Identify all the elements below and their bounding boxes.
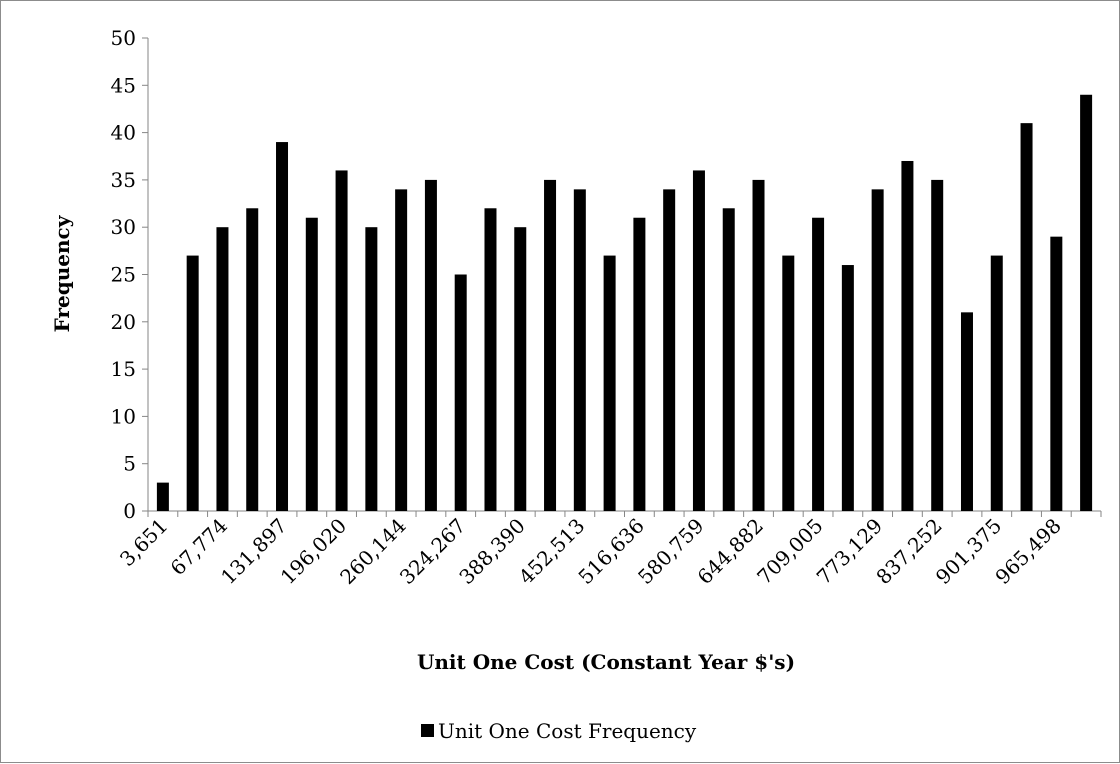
bar — [1080, 94, 1093, 511]
bar — [544, 179, 557, 511]
y-tick-label: 5 — [123, 452, 136, 476]
y-axis: 0 5 10 15 20 25 30 35 40 45 50 — [111, 26, 149, 523]
y-tick-label: 35 — [111, 168, 136, 192]
bar — [812, 217, 825, 512]
bar — [633, 217, 646, 512]
bar — [186, 255, 199, 511]
y-tick-label: 30 — [111, 215, 136, 239]
bar — [960, 312, 973, 511]
y-tick-label: 40 — [111, 121, 136, 145]
y-tick-label: 45 — [111, 73, 136, 97]
bar — [246, 208, 259, 511]
bar — [752, 179, 765, 511]
bar — [1020, 123, 1033, 511]
bar — [484, 208, 497, 511]
bar — [1050, 236, 1063, 511]
y-tick-label: 20 — [111, 310, 136, 334]
bar — [276, 142, 289, 511]
bar — [156, 482, 169, 511]
bar — [692, 170, 705, 511]
y-axis-title: Frequency — [50, 214, 74, 332]
y-tick-label: 0 — [123, 499, 136, 523]
y-tick-label: 50 — [111, 26, 136, 50]
bar — [514, 227, 527, 511]
bar — [395, 189, 408, 512]
bar — [931, 179, 944, 511]
bar — [305, 217, 318, 512]
bars — [156, 94, 1093, 512]
legend: Unit One Cost Frequency — [421, 719, 697, 743]
bar — [990, 255, 1003, 511]
legend-swatch — [421, 724, 434, 737]
bar — [663, 189, 676, 512]
y-tick-label: 25 — [111, 263, 136, 287]
bar — [454, 274, 467, 511]
bar — [335, 170, 348, 511]
y-tick-label: 10 — [111, 404, 136, 428]
bar — [841, 265, 854, 511]
x-tick-label: 965,498 — [990, 514, 1065, 589]
x-axis-title: Unit One Cost (Constant Year $'s) — [417, 650, 795, 674]
legend-label: Unit One Cost Frequency — [438, 719, 697, 743]
x-axis: 3,65167,774131,897196,020260,144324,2673… — [115, 510, 1102, 589]
y-tick-label: 15 — [111, 357, 136, 381]
bar — [603, 255, 616, 511]
bar — [901, 160, 914, 512]
bar — [722, 208, 735, 511]
bar — [216, 227, 229, 511]
bar — [365, 227, 378, 511]
bar — [871, 189, 884, 512]
bar — [782, 255, 795, 511]
bar — [424, 179, 437, 511]
bar — [573, 189, 586, 512]
